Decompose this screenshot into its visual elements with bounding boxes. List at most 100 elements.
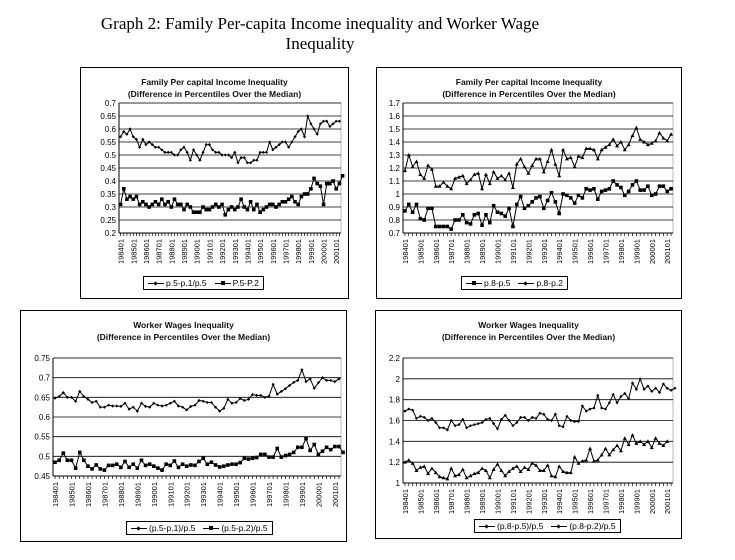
data-point [111,404,115,408]
data-point [280,200,285,204]
data-point [619,185,623,190]
y-tick-label: 0.5 [105,151,117,160]
data-point [414,202,419,207]
data-point [514,162,519,166]
data-point [649,141,654,145]
data-point [53,460,57,465]
data-point [402,168,407,173]
data-point [526,467,531,471]
data-point [268,140,272,144]
data-point [522,465,527,469]
data-point [549,147,554,152]
data-point [164,403,168,407]
data-point [223,213,228,217]
x-tick-label: 199701 [602,489,611,514]
data-point [245,161,250,165]
x-tick-label: 199901 [307,239,316,264]
data-point [172,153,177,157]
chart-subtitle: (Difference in Percentiles Over the Medi… [441,332,616,342]
data-point [499,173,504,178]
data-point [320,449,325,454]
data-point [426,163,431,167]
data-point [122,130,126,134]
data-point [258,150,262,154]
data-point [669,187,673,191]
data-point [185,150,189,154]
data-point [588,188,592,192]
data-point [143,463,148,468]
x-tick-label: 198501 [416,489,425,514]
data-point [557,173,562,178]
data-point [437,184,442,188]
data-point [402,460,407,464]
data-point [267,394,271,398]
data-point [94,463,98,467]
data-point [410,164,415,169]
data-point [615,443,620,447]
data-point [484,213,488,217]
data-point [337,444,341,449]
data-point [175,202,180,207]
y-tick-label: 1.4 [389,437,401,446]
data-point [69,458,74,463]
data-point [166,150,170,154]
data-point [545,463,550,467]
data-point [325,378,329,383]
data-point [557,211,562,216]
data-point [634,387,638,391]
data-point [611,137,616,141]
data-point [669,388,673,392]
data-point [649,193,654,198]
legend-label: (p.5-p.2)/p.5 [221,523,268,533]
chart-subtitle: (Difference in Percentiles Over the Medi… [127,89,302,99]
data-point [172,459,177,463]
x-tick-label: 199201 [218,239,227,264]
data-point [150,143,154,147]
data-point [588,146,593,150]
data-point [223,153,227,157]
y-tick-label: 1.5 [389,125,401,134]
data-point [665,189,670,194]
data-point [166,200,170,204]
x-tick-label: 198901 [478,489,487,514]
data-point [258,452,263,457]
legend-label: (p.5-p.1)/p.5 [149,523,196,533]
legend-label: p.8-p.2 [536,278,563,288]
data-point [179,202,183,207]
data-point [510,185,515,189]
data-point [292,380,296,384]
data-point [169,150,173,154]
x-tick-label: 198701 [100,482,109,507]
data-point [210,205,215,209]
data-point [588,446,593,451]
data-point [526,203,531,208]
data-point [214,150,218,154]
y-tick-label: 0.65 [100,112,116,121]
data-point [615,143,620,148]
data-point [232,207,237,212]
data-point [106,463,111,468]
data-point [299,194,304,199]
data-point [661,184,666,188]
data-point [125,132,129,136]
y-tick-label: 0.55 [34,433,50,442]
data-point [530,461,535,465]
data-point [119,404,123,408]
data-point [445,184,450,188]
chart-title: Family Per capital Income Inequality (Dif… [81,76,348,100]
data-point [433,470,438,475]
data-point [657,390,662,394]
data-point [137,202,142,207]
x-tick-label: 199401 [216,482,225,507]
data-point [487,220,492,225]
data-point [156,466,160,470]
y-tick-label: 0.6 [39,413,51,422]
plot: 0.7 0.8 0.9 1 1.1 1.2 1.3 1.4 1.5 1.6 1.7 198401 198… [389,99,674,264]
data-point [665,138,670,143]
data-point [403,409,407,413]
data-point [537,156,542,161]
data-point [530,200,535,204]
data-point [324,445,329,450]
page-title-line2: Inequality [285,34,355,53]
data-point [176,465,181,470]
